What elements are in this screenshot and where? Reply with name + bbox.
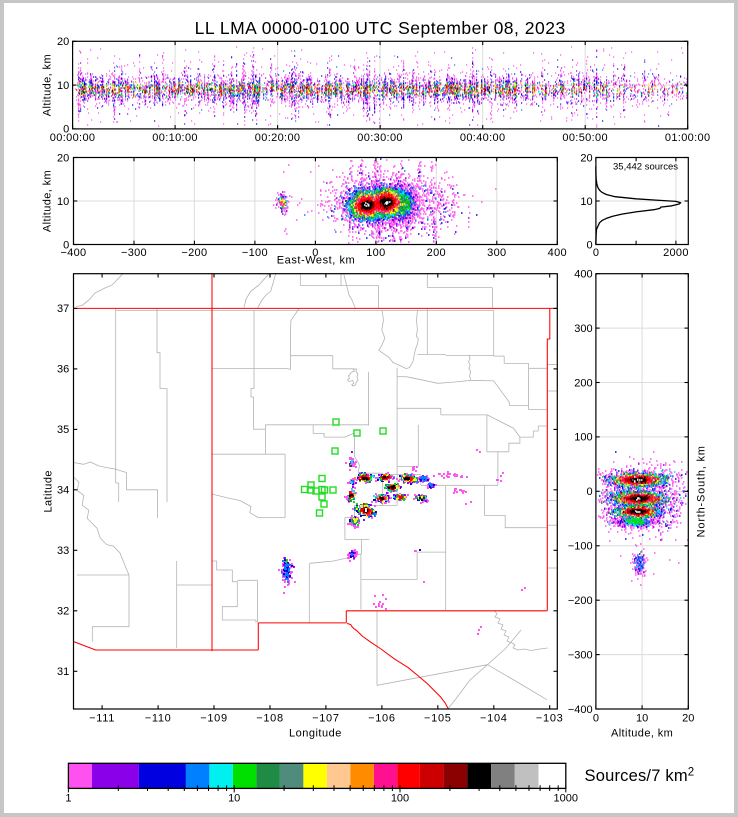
svg-text:0: 0 [63, 124, 69, 136]
svg-text:300: 300 [487, 247, 506, 259]
svg-text:400: 400 [574, 269, 592, 281]
svg-text:35: 35 [57, 424, 69, 436]
svg-text:−103: −103 [536, 713, 564, 725]
svg-text:400: 400 [548, 247, 567, 259]
svg-text:Latitude: Latitude [43, 470, 55, 512]
svg-text:00:20:00: 00:20:00 [255, 132, 301, 144]
svg-text:100: 100 [366, 247, 385, 259]
svg-text:37: 37 [57, 303, 69, 315]
svg-text:LL LMA 0000-0100 UTC September: LL LMA 0000-0100 UTC September 08, 2023 [195, 18, 566, 38]
svg-text:20: 20 [580, 152, 592, 164]
svg-text:200: 200 [574, 377, 592, 389]
svg-text:100: 100 [391, 793, 409, 805]
svg-text:−400: −400 [61, 247, 87, 259]
svg-text:−106: −106 [368, 713, 396, 725]
svg-text:32: 32 [57, 606, 69, 618]
svg-text:10: 10 [580, 196, 592, 208]
svg-text:−108: −108 [256, 713, 284, 725]
svg-text:−100: −100 [242, 247, 268, 259]
svg-text:−200: −200 [181, 247, 207, 259]
svg-text:00:40:00: 00:40:00 [460, 132, 506, 144]
svg-text:2000: 2000 [663, 247, 689, 259]
svg-text:1000: 1000 [554, 793, 578, 805]
svg-text:East-West, km: East-West, km [277, 255, 355, 267]
svg-text:1: 1 [65, 793, 71, 805]
svg-text:0: 0 [593, 247, 599, 259]
svg-text:35,442 sources: 35,442 sources [613, 162, 678, 173]
svg-text:−300: −300 [121, 247, 147, 259]
svg-text:100: 100 [574, 432, 592, 444]
svg-text:00:50:00: 00:50:00 [562, 132, 608, 144]
svg-text:−300: −300 [568, 649, 593, 661]
svg-text:−111: −111 [89, 713, 115, 725]
svg-text:01:00:00: 01:00:00 [665, 132, 711, 144]
svg-text:10: 10 [57, 196, 69, 208]
svg-text:Sources/7 km2: Sources/7 km2 [585, 767, 695, 786]
svg-text:00:10:00: 00:10:00 [152, 132, 198, 144]
svg-text:−109: −109 [200, 713, 228, 725]
svg-text:Altitude, km: Altitude, km [42, 170, 54, 232]
svg-text:−105: −105 [424, 713, 452, 725]
svg-text:31: 31 [57, 666, 69, 678]
svg-text:20: 20 [57, 36, 69, 48]
svg-text:10: 10 [228, 793, 240, 805]
svg-text:−110: −110 [145, 713, 172, 725]
svg-text:0: 0 [586, 239, 592, 251]
svg-text:0: 0 [586, 486, 592, 498]
svg-text:36: 36 [57, 364, 69, 376]
svg-text:−107: −107 [312, 713, 340, 725]
svg-text:20: 20 [57, 152, 69, 164]
svg-text:200: 200 [427, 247, 446, 259]
svg-text:−100: −100 [568, 541, 593, 553]
svg-text:10: 10 [636, 713, 648, 725]
svg-text:−200: −200 [568, 595, 593, 607]
svg-text:10: 10 [57, 80, 69, 92]
svg-text:−400: −400 [568, 704, 593, 716]
svg-text:−104: −104 [480, 713, 508, 725]
svg-text:0: 0 [63, 239, 69, 251]
svg-text:20: 20 [682, 713, 694, 725]
svg-text:0: 0 [312, 247, 318, 259]
svg-text:33: 33 [57, 545, 69, 557]
svg-text:Altitude, km: Altitude, km [611, 728, 673, 740]
svg-text:North-South, km: North-South, km [696, 445, 708, 537]
svg-text:34: 34 [57, 485, 69, 497]
svg-text:00:00:00: 00:00:00 [50, 132, 96, 144]
svg-text:300: 300 [574, 323, 592, 335]
svg-text:Altitude, km: Altitude, km [42, 54, 54, 116]
svg-text:00:30:00: 00:30:00 [357, 132, 403, 144]
svg-text:Longitude: Longitude [289, 728, 342, 740]
svg-text:0: 0 [593, 713, 599, 725]
